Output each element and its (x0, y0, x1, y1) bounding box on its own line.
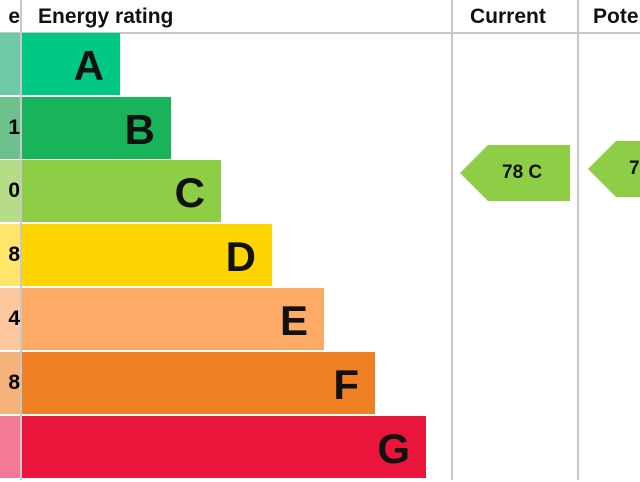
rating-bar-d: D (22, 224, 272, 286)
header-score: e (8, 5, 20, 28)
rating-letter: A (73, 42, 104, 89)
rating-bar-a: A (22, 33, 120, 95)
current-rating-arrow: 78 C (460, 145, 570, 201)
rating-letter: F (333, 361, 359, 408)
column-divider (577, 0, 579, 480)
score-range-g (0, 416, 20, 478)
column-divider (451, 0, 453, 480)
header-potential: Pote (593, 5, 639, 28)
header-energy-rating: Energy rating (38, 5, 174, 28)
rating-bar-e: E (22, 288, 324, 350)
rating-bar-c: C (22, 160, 221, 222)
rating-letter: E (279, 297, 308, 344)
rating-bar-f: F (22, 352, 375, 414)
rating-bar-b: B (22, 97, 171, 159)
column-divider (20, 0, 22, 480)
score-range-a (0, 33, 20, 95)
rating-letter: B (124, 106, 155, 153)
header-current: Current (470, 5, 546, 28)
potential-rating-label: 7 (629, 158, 640, 179)
current-rating-label: 78 C (502, 162, 543, 183)
rating-bar-g: G (22, 416, 426, 478)
score-range-e: 4 (0, 288, 20, 350)
score-range-b: 1 (0, 97, 20, 159)
score-range-d: 8 (0, 224, 20, 286)
potential-rating-arrow: 7 (588, 141, 640, 197)
score-range-c: 0 (0, 160, 20, 222)
rating-letter: G (377, 425, 410, 472)
rating-letter: C (174, 169, 205, 216)
score-range-f: 8 (0, 352, 20, 414)
header-divider (0, 32, 640, 34)
rating-letter: D (225, 233, 256, 280)
